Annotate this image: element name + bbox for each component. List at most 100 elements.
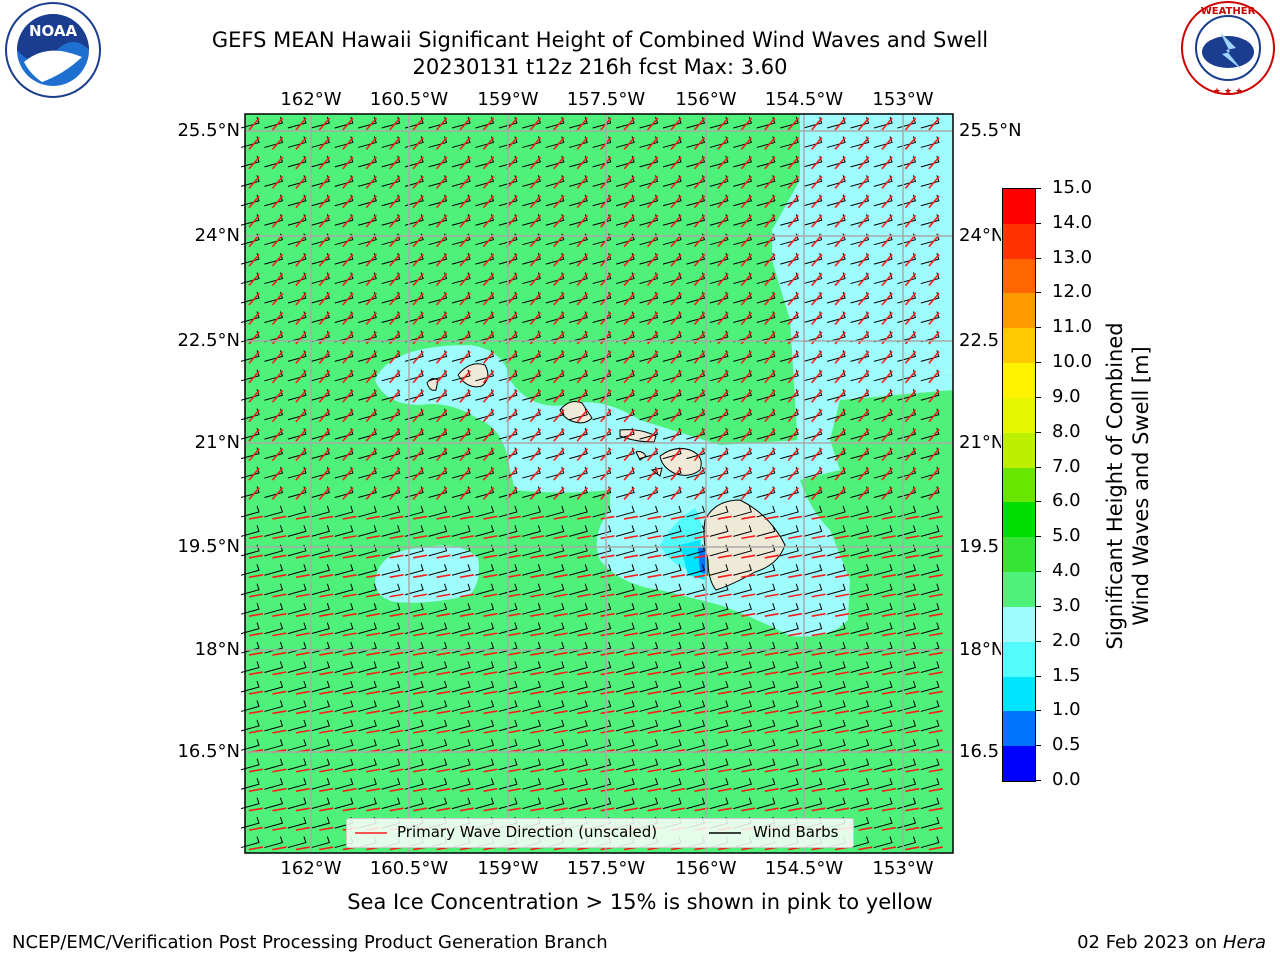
lon-label-bottom: 162°W <box>280 858 342 879</box>
colorbar-tick-label: 7.0 <box>1052 455 1081 477</box>
colorbar-tick-mark <box>1035 571 1041 573</box>
map-legend: Primary Wave Direction (unscaled) Wind B… <box>346 818 854 848</box>
colorbar-tick-mark <box>1035 327 1041 329</box>
colorbar-tick-label: 1.5 <box>1052 664 1081 686</box>
colorbar-swatch <box>1003 572 1035 607</box>
colorbar-swatch <box>1003 711 1035 747</box>
colorbar-label-line2: Wind Waves and Swell [m] <box>1129 346 1153 626</box>
colorbar-tick-mark <box>1035 536 1041 538</box>
lon-label-top: 156°W <box>675 89 737 110</box>
lon-label-bottom: 160.5°W <box>369 858 449 879</box>
low-wave-region <box>830 375 953 440</box>
colorbar-tick-label: 14.0 <box>1052 211 1093 233</box>
footer-host: Hera <box>1222 932 1266 953</box>
colorbar-swatch <box>1003 223 1035 259</box>
lat-label-right: 25.5°N <box>959 120 1022 141</box>
lon-label-top: 159°W <box>477 89 539 110</box>
vector-field <box>240 116 943 851</box>
colorbar-swatch <box>1003 363 1035 398</box>
colorbar-tick-mark <box>1035 780 1041 781</box>
lon-label-bottom: 153°W <box>872 858 934 879</box>
chart-subtitle: 20230131 t12z 216h fcst Max: 3.60 <box>412 55 788 79</box>
colorbar-tick-label: 12.0 <box>1052 281 1093 303</box>
lat-label-right: 21°N <box>959 432 1001 453</box>
colorbar-tick-mark <box>1035 745 1041 747</box>
legend-wind-barbs: Wind Barbs <box>753 823 839 841</box>
svg-text:NOAA: NOAA <box>29 22 78 40</box>
lat-label-left: 18°N <box>194 639 240 660</box>
colorbar-swatch <box>1003 606 1035 642</box>
colorbar-tick-mark <box>1035 362 1041 364</box>
colorbar-tick-mark <box>1035 188 1041 189</box>
colorbar-tick-mark <box>1035 710 1041 712</box>
colorbar-label-line1: Significant Height of Combined <box>1103 322 1127 650</box>
lon-label-top: 160.5°W <box>369 89 449 110</box>
colorbar-tick-label: 0.5 <box>1052 734 1081 756</box>
colorbar-tick-label: 5.0 <box>1052 525 1081 547</box>
lon-label-top: 154.5°W <box>764 89 844 110</box>
colorbar-swatch <box>1003 432 1035 468</box>
colorbar-tick-label: 6.0 <box>1052 490 1081 512</box>
island-oahu <box>559 401 593 424</box>
map-frame <box>244 113 954 854</box>
lat-label-left: 21°N <box>194 432 240 453</box>
colorbar-swatch <box>1003 328 1035 364</box>
colorbar-swatch <box>1003 189 1035 224</box>
footer-date-text: 02 Feb 2023 on <box>1077 932 1223 953</box>
colorbar-tick-label: 3.0 <box>1052 594 1081 616</box>
lon-label-bottom: 156°W <box>675 858 737 879</box>
colorbar-tick-label: 9.0 <box>1052 385 1081 407</box>
colorbar-tick-label: 2.0 <box>1052 629 1081 651</box>
chart-title: GEFS MEAN Hawaii Significant Height of C… <box>211 28 989 52</box>
colorbar-swatch <box>1003 467 1035 503</box>
colorbar-swatch <box>1003 293 1035 329</box>
colorbar-tick-mark <box>1035 605 1041 607</box>
lon-label-bottom: 154.5°W <box>764 858 844 879</box>
lat-label-right: 18°N <box>959 639 1001 660</box>
colorbar-tick-mark <box>1035 501 1041 503</box>
colorbar-tick-mark <box>1035 292 1041 294</box>
noaa-logo: NOAA <box>2 2 104 102</box>
colorbar-tick-label: 10.0 <box>1052 351 1093 373</box>
colorbar-tick-mark <box>1035 431 1041 433</box>
island-maui <box>659 448 702 476</box>
lat-label-left: 24°N <box>194 225 240 246</box>
colorbar-swatch <box>1003 537 1035 573</box>
colorbar-tick-mark <box>1035 466 1041 468</box>
lon-label-bottom: 159°W <box>477 858 539 879</box>
colorbar-tick-label: 1.0 <box>1052 699 1081 721</box>
lat-label-left: 25.5°N <box>177 120 240 141</box>
colorbar-tick-label: 4.0 <box>1052 560 1081 582</box>
lat-label-right: 24°N <box>959 225 1001 246</box>
island-lanai <box>635 451 647 461</box>
footer-date: 02 Feb 2023 on Hera <box>1077 932 1266 953</box>
colorbar-swatch <box>1003 746 1035 781</box>
colorbar-tick-label: 13.0 <box>1052 246 1093 268</box>
island-hawaii <box>703 499 786 591</box>
colorbar-tick-label: 15.0 <box>1052 177 1093 198</box>
lon-label-top: 162°W <box>280 89 342 110</box>
svg-text:★ ★ ★: ★ ★ ★ <box>1213 87 1243 97</box>
lat-label-right: 22.5°N <box>959 330 1001 351</box>
nws-logo: WEATHER ★ ★ ★ <box>1176 0 1280 100</box>
colorbar-tick-label: 0.0 <box>1052 769 1081 790</box>
lon-label-top: 153°W <box>872 89 934 110</box>
footer-branch: NCEP/EMC/Verification Post Processing Pr… <box>12 932 608 953</box>
colorbar <box>1002 188 1036 782</box>
colorbar-tick-mark <box>1035 640 1041 642</box>
colorbar-tick-mark <box>1035 675 1041 677</box>
colorbar-tick-label: 8.0 <box>1052 420 1081 442</box>
graticule <box>245 114 953 853</box>
colorbar-tick-label: 11.0 <box>1052 316 1093 338</box>
sea-ice-note: Sea Ice Concentration > 15% is shown in … <box>347 890 933 914</box>
low-wave-region <box>375 545 479 603</box>
lon-label-bottom: 157.5°W <box>566 858 646 879</box>
colorbar-tick-mark <box>1035 396 1041 398</box>
colorbar-swatch <box>1003 258 1035 294</box>
colorbar-swatch <box>1003 641 1035 677</box>
colorbar-swatch <box>1003 502 1035 538</box>
lat-label-left: 22.5°N <box>177 330 240 351</box>
lon-label-top: 157.5°W <box>566 89 646 110</box>
svg-text:WEATHER: WEATHER <box>1201 6 1256 17</box>
